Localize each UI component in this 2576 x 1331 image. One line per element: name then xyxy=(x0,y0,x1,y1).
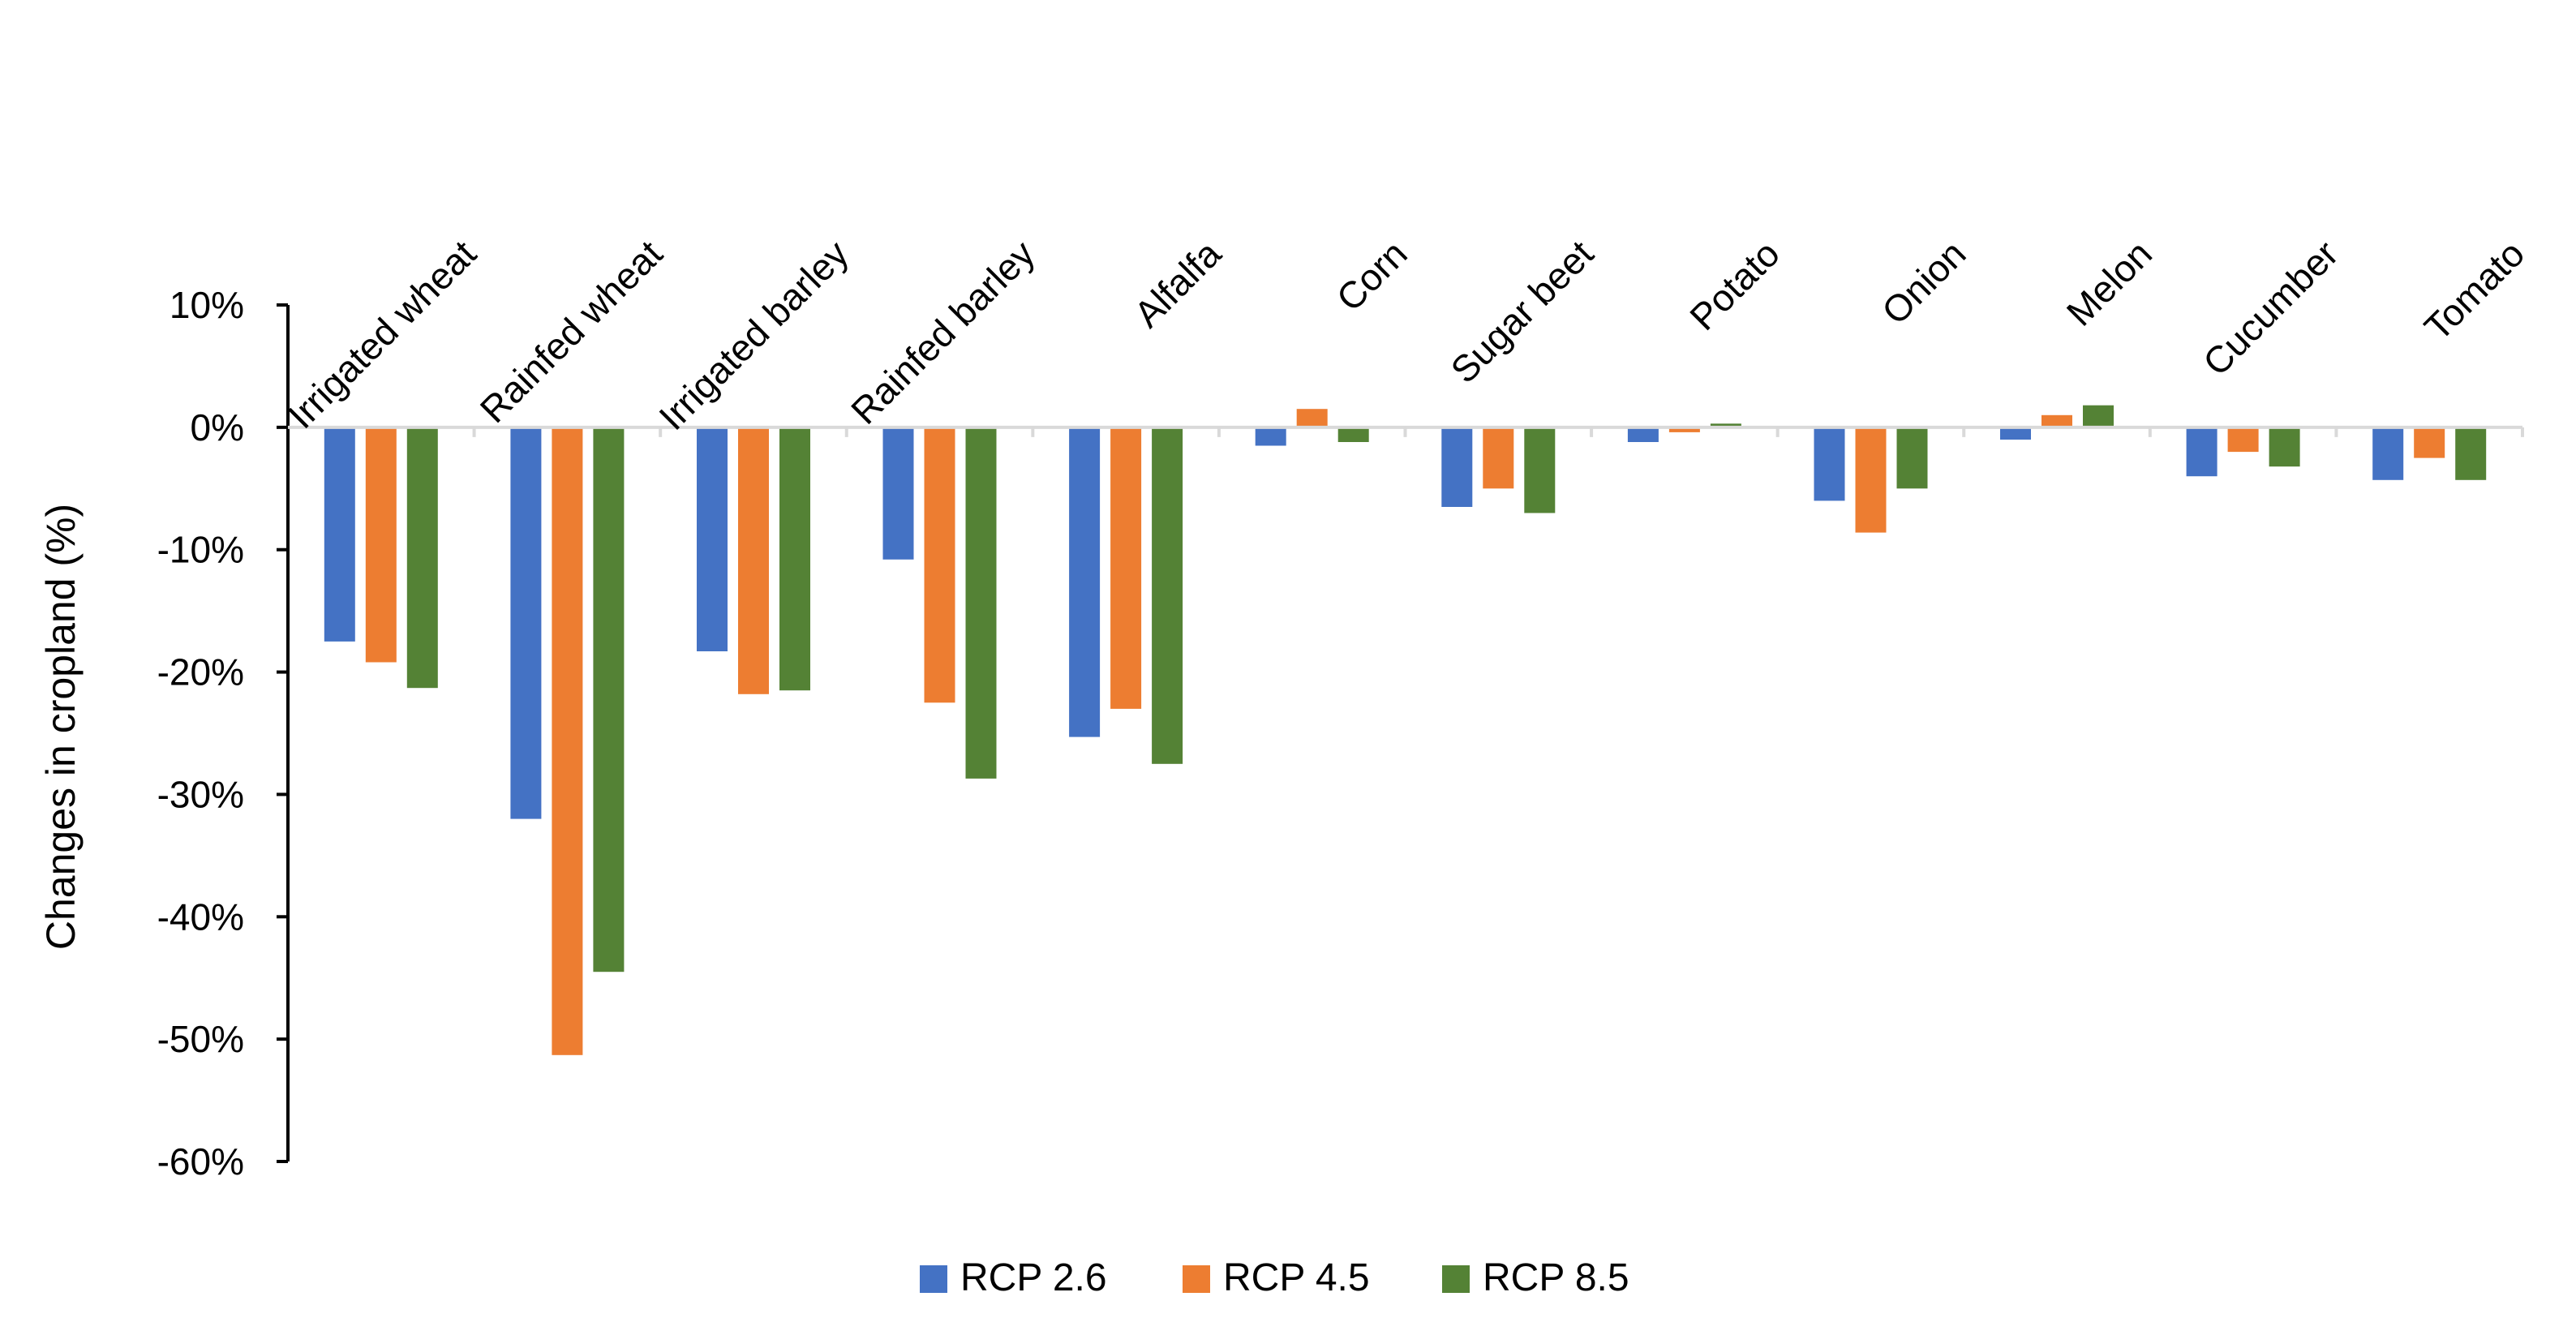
bar-rcp-2-6-onion xyxy=(1814,427,1845,501)
legend-label: RCP 8.5 xyxy=(1483,1256,1629,1299)
bar-rcp-4-5-rainfed-barley xyxy=(924,427,955,703)
bar-rcp-8-5-rainfed-barley xyxy=(965,427,997,779)
x-category-label: Irrigated wheat xyxy=(280,232,484,436)
bar-rcp-4-5-alfalfa xyxy=(1110,427,1142,709)
legend-swatch xyxy=(1183,1265,1210,1293)
bar-rcp-2-6-alfalfa xyxy=(1069,427,1101,737)
y-tick-label: -50% xyxy=(157,1018,244,1060)
x-category-label: Rainfed wheat xyxy=(472,232,671,431)
y-tick-label: -40% xyxy=(157,895,244,938)
x-category-label: Sugar beet xyxy=(1442,232,1601,391)
legend-swatch xyxy=(920,1265,947,1293)
legend: RCP 2.6 RCP 4.5 RCP 8.5 xyxy=(920,1256,1629,1299)
y-tick-label: -60% xyxy=(157,1140,244,1183)
legend-swatch xyxy=(1442,1265,1470,1293)
x-category-label: Rainfed barley xyxy=(843,232,1043,432)
bar-rcp-2-6-rainfed-barley xyxy=(882,427,914,560)
y-tick-label: 0% xyxy=(191,406,244,449)
bar-rcp-4-5-cucumber xyxy=(2227,427,2259,453)
x-category-label: Tomato xyxy=(2416,232,2532,348)
bar-rcp-8-5-melon xyxy=(2083,405,2114,427)
y-tick-label: -10% xyxy=(157,529,244,571)
bar-rcp-4-5-potato xyxy=(1668,427,1700,432)
bar-rcp-8-5-rainfed-wheat xyxy=(593,427,625,972)
bar-rcp-4-5-irrigated-barley xyxy=(738,427,769,694)
bar-rcp-2-6-potato xyxy=(1627,427,1659,442)
bar-rcp-4-5-corn xyxy=(1296,409,1328,427)
bar-rcp-2-6-sugar-beet xyxy=(1441,427,1473,507)
x-category-label: Cucumber xyxy=(2195,232,2346,384)
bar-rcp-2-6-melon xyxy=(2000,427,2031,440)
bar-rcp-2-6-rainfed-wheat xyxy=(510,427,542,819)
axes-layer xyxy=(277,303,2524,1163)
bar-rcp-8-5-irrigated-barley xyxy=(779,427,810,691)
x-category-label: Melon xyxy=(2059,232,2160,333)
y-tick-label: -20% xyxy=(157,651,244,693)
bar-rcp-2-6-corn xyxy=(1255,427,1286,446)
bar-rcp-8-5-cucumber xyxy=(2269,427,2300,467)
x-category-label: Alfalfa xyxy=(1126,232,1229,335)
x-category-label: Corn xyxy=(1328,232,1415,319)
legend-label: RCP 2.6 xyxy=(960,1256,1107,1299)
bar-rcp-4-5-tomato xyxy=(2414,427,2445,458)
x-category-label: Irrigated barley xyxy=(650,232,857,438)
bars-layer xyxy=(324,405,2487,1055)
bar-rcp-4-5-melon xyxy=(2041,414,2072,427)
bar-rcp-8-5-irrigated-wheat xyxy=(406,427,438,689)
bar-rcp-2-6-tomato xyxy=(2372,427,2404,480)
y-axis-title: Changes in cropland (%) xyxy=(38,504,84,950)
bar-rcp-8-5-sugar-beet xyxy=(1524,427,1556,513)
bar-rcp-8-5-alfalfa xyxy=(1152,427,1183,764)
bar-rcp-8-5-corn xyxy=(1337,427,1369,442)
y-tick-label: -30% xyxy=(157,773,244,815)
bar-rcp-4-5-rainfed-wheat xyxy=(552,427,583,1055)
x-category-label: Onion xyxy=(1874,232,1974,333)
bar-rcp-8-5-tomato xyxy=(2455,427,2487,480)
bar-rcp-8-5-onion xyxy=(1896,427,1928,489)
legend-label: RCP 4.5 xyxy=(1223,1256,1370,1299)
y-tick-label: 10% xyxy=(170,284,244,326)
bar-rcp-2-6-cucumber xyxy=(2186,427,2218,477)
bar-rcp-8-5-potato xyxy=(1710,423,1741,427)
bar-rcp-2-6-irrigated-wheat xyxy=(324,427,355,642)
bar-rcp-2-6-irrigated-barley xyxy=(697,427,728,651)
x-category-label: Potato xyxy=(1681,232,1788,338)
bar-rcp-4-5-onion xyxy=(1855,427,1887,533)
bar-rcp-4-5-sugar-beet xyxy=(1483,427,1514,489)
bar-rcp-4-5-irrigated-wheat xyxy=(365,427,397,663)
